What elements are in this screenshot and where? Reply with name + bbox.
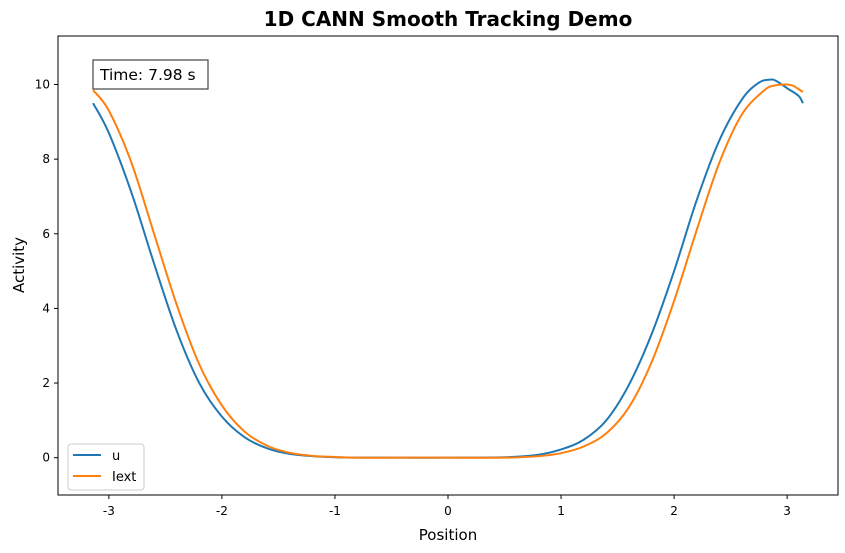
x-tick-label: 3 (783, 504, 791, 518)
x-tick-label: 0 (444, 504, 452, 518)
x-tick-label: 1 (557, 504, 565, 518)
x-tick-label: 2 (670, 504, 678, 518)
y-axis-ticks: 0 2 4 6 8 10 (35, 78, 58, 465)
y-tick-label: 4 (42, 301, 50, 315)
x-tick-label: -1 (329, 504, 341, 518)
series-line-iext (92, 83, 804, 459)
y-tick-label: 2 (42, 376, 50, 390)
y-tick-label: 8 (42, 152, 50, 166)
legend-label-iext: Iext (112, 470, 136, 485)
x-tick-label: -3 (103, 504, 115, 518)
y-tick-label: 6 (42, 227, 50, 241)
x-tick-label: -2 (216, 504, 228, 518)
time-annotation-box (92, 59, 209, 90)
x-axis-ticks: -3 -2 -1 0 1 2 3 (103, 495, 791, 518)
legend-label-u: u (112, 449, 120, 464)
time-annotation-text: Time: 7.98 s (99, 66, 196, 84)
legend: u Iext (67, 443, 145, 491)
y-tick-label: 0 (42, 451, 50, 465)
chart-title: 1D CANN Smooth Tracking Demo (264, 7, 633, 31)
y-tick-label: 10 (35, 78, 50, 92)
y-axis-title: Activity (10, 237, 28, 293)
x-axis-title: Position (419, 526, 477, 544)
series-layer (92, 78, 804, 459)
time-annotation: Time: 7.98 s (92, 59, 209, 90)
